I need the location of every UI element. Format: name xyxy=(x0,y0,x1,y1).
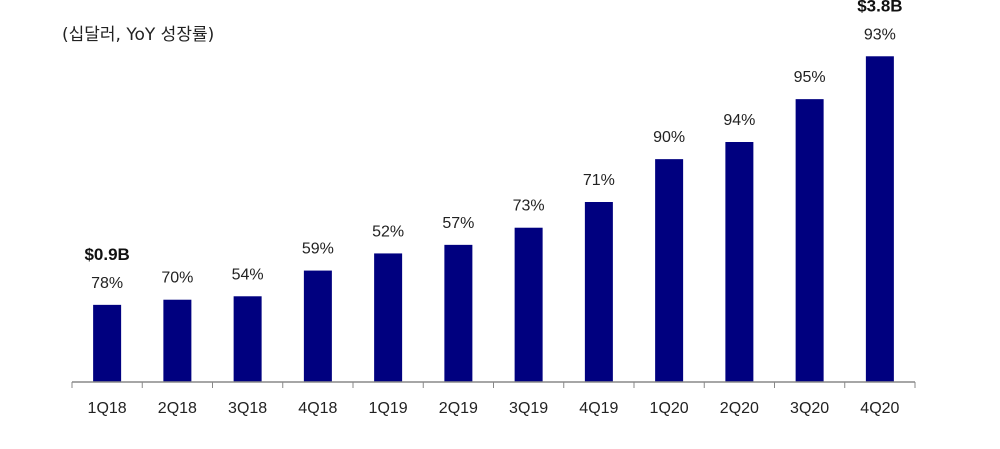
growth-label: 57% xyxy=(442,215,474,232)
x-tick-label: 3Q19 xyxy=(509,400,548,417)
x-tick-label: 1Q20 xyxy=(650,400,689,417)
bar-1Q19 xyxy=(374,253,403,382)
bar-1Q20 xyxy=(655,159,684,382)
growth-label: 78% xyxy=(91,275,123,292)
x-tick-label: 2Q19 xyxy=(439,400,478,417)
chart-unit-label: (십달러, YoY 성장률) xyxy=(62,25,215,45)
bar-3Q18 xyxy=(233,296,262,382)
growth-label: 93% xyxy=(864,26,896,43)
x-tick-label: 3Q20 xyxy=(790,400,829,417)
growth-label: 59% xyxy=(302,241,334,258)
x-tick-label: 2Q18 xyxy=(158,400,197,417)
bar-2Q20 xyxy=(725,142,754,382)
bar-4Q18 xyxy=(303,270,332,382)
x-tick-label: 1Q19 xyxy=(369,400,408,417)
x-tick-label: 4Q19 xyxy=(579,400,618,417)
x-tick-label: 2Q20 xyxy=(720,400,759,417)
bar-3Q19 xyxy=(514,227,543,382)
bar-2Q18 xyxy=(163,299,192,382)
growth-label: 70% xyxy=(161,270,193,287)
growth-label: 90% xyxy=(653,129,685,146)
x-tick-label: 4Q18 xyxy=(298,400,337,417)
bar-4Q20 xyxy=(865,56,894,383)
bar-2Q19 xyxy=(444,244,473,382)
growth-label: 52% xyxy=(372,223,404,240)
value-callout: $3.8B xyxy=(857,0,902,15)
growth-label: 54% xyxy=(232,266,264,283)
bar-3Q20 xyxy=(795,99,824,383)
growth-label: 73% xyxy=(513,198,545,215)
x-tick-label: 4Q20 xyxy=(860,400,899,417)
x-tick-label: 3Q18 xyxy=(228,400,267,417)
bar-4Q19 xyxy=(584,202,613,382)
value-callout: $0.9B xyxy=(84,245,129,264)
bar-1Q18 xyxy=(93,304,122,382)
x-tick-label: 1Q18 xyxy=(88,400,127,417)
growth-label: 94% xyxy=(723,112,755,129)
growth-label: 95% xyxy=(794,69,826,86)
growth-label: 71% xyxy=(583,172,615,189)
